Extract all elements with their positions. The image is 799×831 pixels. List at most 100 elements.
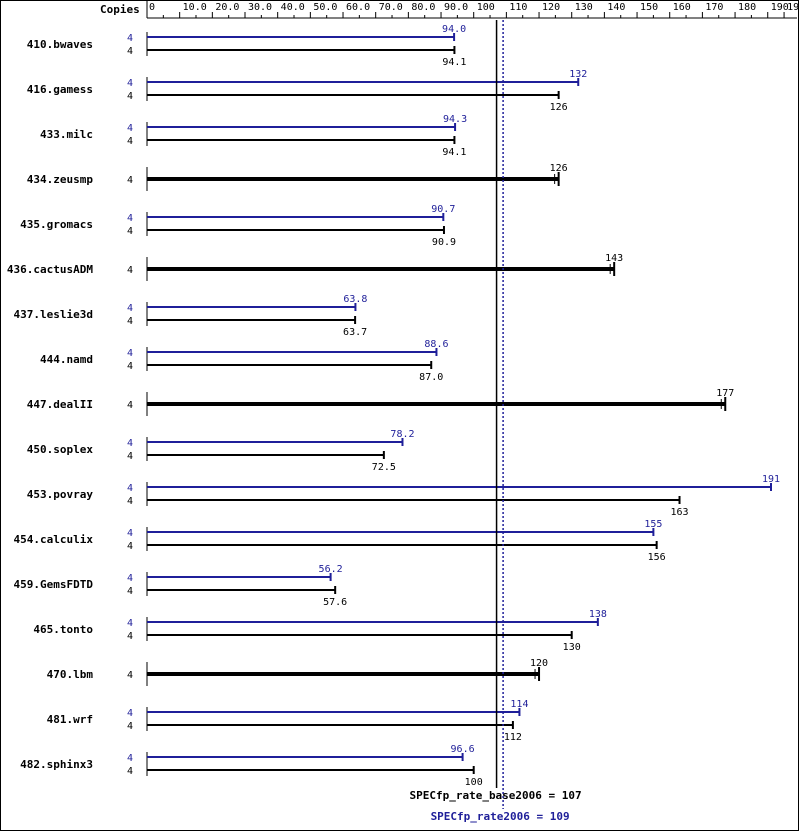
base-value-label: 163 — [670, 507, 688, 518]
base-copies-label: 4 — [127, 496, 133, 507]
peak-copies-label: 4 — [127, 618, 133, 629]
benchmark-label: 459.GemsFDTD — [14, 578, 94, 591]
peak-copies-label: 4 — [127, 438, 133, 449]
x-tick-label: 50.0 — [313, 2, 337, 13]
peak-value-label: 114 — [510, 699, 528, 710]
peak-value-label: 96.6 — [451, 744, 475, 755]
benchmark-label: 454.calculix — [14, 533, 94, 546]
peak-value-label: 155 — [644, 519, 662, 530]
benchmark-label: 465.tonto — [33, 623, 93, 636]
base-copies-label: 4 — [127, 586, 133, 597]
x-tick-label: 160 — [673, 2, 691, 13]
x-tick-label: 30.0 — [248, 2, 272, 13]
benchmark-label: 450.soplex — [27, 443, 94, 456]
benchmark-label: 436.cactusADM — [7, 263, 93, 276]
base-copies-label: 4 — [127, 226, 133, 237]
x-tick-label: 40.0 — [281, 2, 305, 13]
benchmark-label: 410.bwaves — [27, 38, 93, 51]
benchmark-label: 453.povray — [27, 488, 94, 501]
base-copies-label: 4 — [127, 451, 133, 462]
peak-value-label: 78.2 — [390, 429, 414, 440]
x-tick-label: 90.0 — [444, 2, 468, 13]
benchmark-label: 435.gromacs — [20, 218, 93, 231]
base-value-label: 90.9 — [432, 237, 456, 248]
x-tick-label: 0 — [149, 2, 155, 13]
base-copies-label: 4 — [127, 670, 133, 681]
base-copies-label: 4 — [127, 361, 133, 372]
benchmark-label: 482.sphinx3 — [20, 758, 93, 771]
x-tick-label: 170 — [705, 2, 723, 13]
x-tick-label: 20.0 — [215, 2, 239, 13]
base-value-label: 87.0 — [419, 372, 443, 383]
x-tick-label: 130 — [575, 2, 593, 13]
base-value-label: 94.1 — [442, 57, 466, 68]
base-copies-label: 4 — [127, 265, 133, 276]
peak-copies-label: 4 — [127, 573, 133, 584]
base-value-label: 94.1 — [442, 147, 466, 158]
peak-value-label: 94.0 — [442, 24, 466, 35]
x-tick-label: 80.0 — [411, 2, 435, 13]
base-value-label: 156 — [648, 552, 666, 563]
base-copies-label: 4 — [127, 766, 133, 777]
peak-copies-label: 4 — [127, 348, 133, 359]
base-value-label: 120 — [530, 658, 548, 669]
base-copies-label: 4 — [127, 400, 133, 411]
x-tick-label: 190 — [771, 2, 789, 13]
benchmark-label: 433.milc — [40, 128, 93, 141]
x-tick-label: 10.0 — [183, 2, 207, 13]
peak-copies-label: 4 — [127, 483, 133, 494]
peak-value-label: 191 — [762, 474, 780, 485]
base-copies-label: 4 — [127, 175, 133, 186]
x-tick-label: 120 — [542, 2, 560, 13]
base-value-label: 130 — [563, 642, 581, 653]
base-value-label: 126 — [550, 102, 568, 113]
base-copies-label: 4 — [127, 91, 133, 102]
benchmark-label: 470.lbm — [47, 668, 94, 681]
peak-value-label: 94.3 — [443, 114, 467, 125]
base-value-label: 57.6 — [323, 597, 347, 608]
base-value-label: 72.5 — [372, 462, 396, 473]
x-tick-label: 110 — [509, 2, 527, 13]
base-value-label: 143 — [605, 253, 623, 264]
x-tick-label: 70.0 — [379, 2, 403, 13]
benchmark-label: 416.gamess — [27, 83, 93, 96]
base-value-label: 126 — [550, 163, 568, 174]
x-tick-label: 150 — [640, 2, 658, 13]
x-tick-label: 100 — [477, 2, 495, 13]
benchmark-label: 444.namd — [40, 353, 93, 366]
peak-copies-label: 4 — [127, 708, 133, 719]
copies-header: Copies — [100, 3, 140, 16]
peak-summary-label: SPECfp_rate2006 = 109 — [431, 810, 570, 823]
benchmark-label: 434.zeusmp — [27, 173, 94, 186]
peak-copies-label: 4 — [127, 528, 133, 539]
x-tick-label: 180 — [738, 2, 756, 13]
x-tick-label: 60.0 — [346, 2, 370, 13]
peak-copies-label: 4 — [127, 33, 133, 44]
peak-copies-label: 4 — [127, 78, 133, 89]
base-value-label: 177 — [716, 388, 734, 399]
base-value-label: 112 — [504, 732, 522, 743]
base-value-label: 63.7 — [343, 327, 367, 338]
peak-copies-label: 4 — [127, 753, 133, 764]
peak-copies-label: 4 — [127, 123, 133, 134]
base-copies-label: 4 — [127, 541, 133, 552]
peak-copies-label: 4 — [127, 303, 133, 314]
x-tick-label: 195 — [787, 2, 799, 13]
base-summary-label: SPECfp_rate_base2006 = 107 — [409, 789, 581, 802]
base-value-label: 100 — [465, 777, 483, 788]
x-tick-label: 140 — [607, 2, 625, 13]
benchmark-label: 437.leslie3d — [14, 308, 93, 321]
peak-value-label: 132 — [569, 69, 587, 80]
peak-value-label: 56.2 — [319, 564, 343, 575]
benchmark-label: 481.wrf — [47, 713, 93, 726]
base-copies-label: 4 — [127, 316, 133, 327]
peak-value-label: 90.7 — [431, 204, 455, 215]
base-copies-label: 4 — [127, 136, 133, 147]
base-copies-label: 4 — [127, 721, 133, 732]
benchmark-label: 447.dealII — [27, 398, 93, 411]
peak-value-label: 138 — [589, 609, 607, 620]
peak-value-label: 88.6 — [424, 339, 448, 350]
base-copies-label: 4 — [127, 631, 133, 642]
